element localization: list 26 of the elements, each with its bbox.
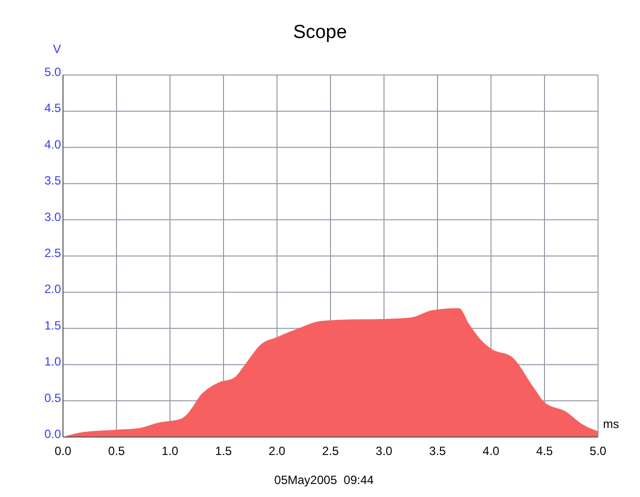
x-tick-label: 0.0 — [54, 444, 72, 458]
x-axis-title: ms — [603, 417, 619, 431]
y-tick-label: 4.5 — [44, 101, 62, 116]
chart-title: Scope — [293, 22, 347, 43]
x-tick-label: 3.5 — [429, 444, 446, 458]
x-tick-label: 1.5 — [215, 444, 232, 458]
x-tick-label: 3.0 — [376, 444, 393, 458]
y-tick-label: 1.5 — [44, 318, 62, 332]
y-tick-label: 3.5 — [44, 174, 62, 188]
y-tick-label: 2.0 — [44, 282, 62, 296]
y-tick-label: 0.5 — [44, 390, 62, 405]
x-tick-label: 0.5 — [108, 444, 126, 458]
y-tick-label: 1.0 — [44, 354, 62, 369]
y-tick-label: 4.0 — [44, 137, 62, 152]
x-tick-label: 2.0 — [268, 444, 286, 458]
text: 05May2005 09:44 — [274, 473, 374, 487]
x-tick-label: 1.0 — [162, 444, 179, 458]
y-tick-label: 5.0 — [44, 65, 62, 79]
y-tick-label: 0.0 — [44, 427, 62, 441]
x-tick-label: 2.5 — [322, 444, 340, 458]
x-tick-label: 4.0 — [482, 444, 500, 458]
x-tick-label: 4.5 — [536, 444, 554, 458]
y-axis-title: V — [52, 42, 62, 56]
y-tick-label: 2.5 — [44, 246, 62, 260]
x-tick-label: 5.0 — [590, 444, 607, 458]
y-tick-label: 3.0 — [44, 210, 62, 224]
